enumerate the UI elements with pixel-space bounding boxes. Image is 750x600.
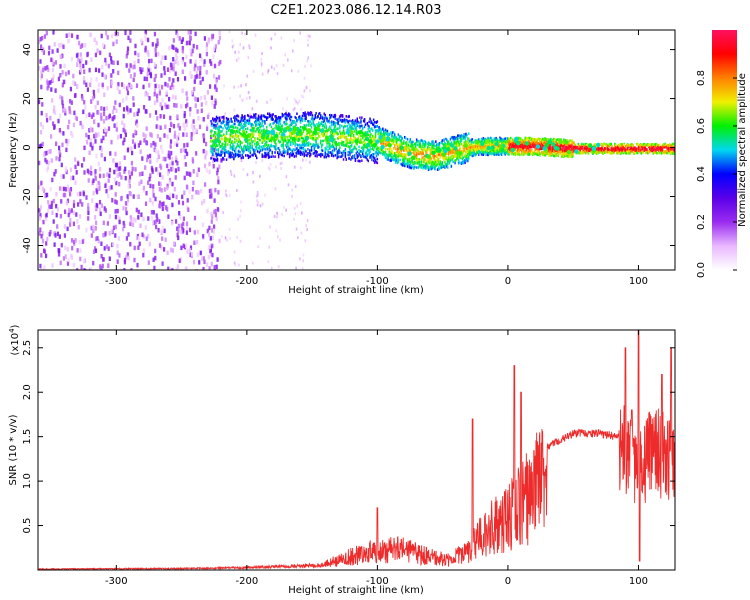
- x-tick-label: -200: [236, 276, 259, 287]
- snr-y-ticks: 0.5 1.0 1.5 2.0 2.5: [22, 340, 675, 534]
- x-tick-label: 100: [629, 576, 648, 587]
- snr-y-label: SNR (10 * v/v): [8, 414, 19, 485]
- x-tick-label: -200: [236, 576, 259, 587]
- colorbar-tick-label: 0.4: [696, 166, 707, 182]
- x-tick-label: 100: [629, 276, 648, 287]
- x-tick-label: -100: [366, 276, 389, 287]
- y-tick-label: 2.0: [22, 384, 33, 400]
- spectrogram-x-label: Height of straight line (km): [288, 285, 424, 296]
- x-tick-label: -300: [105, 276, 128, 287]
- x-tick-label: 0: [505, 276, 511, 287]
- snr-series-line: [38, 330, 675, 570]
- colorbar-ticks: 0.0 0.2 0.4 0.6 0.8: [696, 70, 737, 278]
- y-tick-label: -40: [22, 237, 33, 253]
- x-tick-label: 0: [505, 576, 511, 587]
- snr-panel: -300 -200 -100 0 100 0.5 1.0 1.5 2.0 2.5 Height …: [8, 324, 676, 596]
- snr-frame: [37, 329, 676, 571]
- colorbar-label: Normalized spectral amplitude: [737, 73, 748, 227]
- colorbar-tick-label: 0.0: [696, 262, 707, 278]
- snr-x-label: Height of straight line (km): [288, 585, 424, 596]
- y-tick-label: 0: [22, 144, 33, 150]
- colorbar-tick-label: 0.6: [696, 118, 707, 134]
- y-tick-label: 1.5: [22, 429, 33, 445]
- snr-y-multiplier: (x104): [8, 324, 21, 355]
- y-tick-label: 2.5: [22, 340, 33, 356]
- spectrogram-x-ticks: -300 -200 -100 0 100: [105, 30, 648, 287]
- y-tick-label: 0.5: [22, 518, 33, 534]
- y-tick-label: -20: [22, 188, 33, 204]
- snr-background: [38, 330, 675, 570]
- spectrogram-frame: [37, 29, 676, 271]
- x-tick-label: -100: [366, 576, 389, 587]
- y-tick-label: 40: [22, 43, 33, 56]
- figure-title: C2E1.2023.086.12.14.R03: [270, 3, 441, 18]
- y-tick-label: 20: [22, 92, 33, 105]
- colorbar-gradient: [712, 30, 737, 270]
- colorbar: 0.0 0.2 0.4 0.6 0.8 Normalized spectral ampl…: [696, 30, 748, 278]
- x-tick-label: -300: [105, 576, 128, 587]
- snr-x-ticks: -300 -200 -100 0 100: [105, 330, 648, 587]
- colorbar-tick-label: 0.2: [696, 214, 707, 230]
- colorbar-tick-label: 0.8: [696, 70, 707, 86]
- spectrogram-heatmap: [38, 30, 675, 270]
- spectrogram-y-label: Frequency (Hz): [8, 112, 19, 188]
- y-tick-label: 1.0: [22, 473, 33, 489]
- spectrogram-y-ticks: -40 -20 0 20 40: [22, 43, 675, 254]
